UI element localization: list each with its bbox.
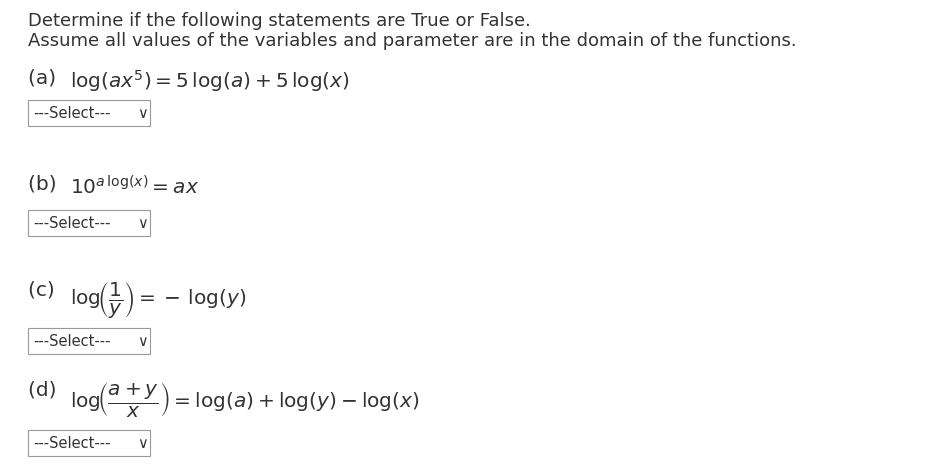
Text: (c): (c) [28,280,68,299]
Bar [28,210,150,236]
Text: ---Select---: ---Select--- [33,334,111,348]
Text: ---Select---: ---Select--- [33,436,111,450]
Text: ∨: ∨ [137,216,147,230]
Text: (d): (d) [28,380,69,399]
Text: ∨: ∨ [137,106,147,120]
Text: $\mathrm{log}\!\left(\dfrac{a+y}{x}\right) = \mathrm{log}(a) + \mathrm{log}(y) -: $\mathrm{log}\!\left(\dfrac{a+y}{x}\righ… [70,380,420,419]
Text: (a): (a) [28,68,69,87]
Text: Assume all values of the variables and parameter are in the domain of the functi: Assume all values of the variables and p… [28,32,797,50]
Text: $10^{a\,\mathrm{log}(x)} = ax$: $10^{a\,\mathrm{log}(x)} = ax$ [70,175,199,198]
Text: (b): (b) [28,175,70,194]
Bar [28,328,150,354]
Text: Determine if the following statements are True or False.: Determine if the following statements ar… [28,12,531,30]
Text: ---Select---: ---Select--- [33,216,111,230]
Text: ---Select---: ---Select--- [33,106,111,120]
Text: $\mathrm{log}(ax^5) = 5\,\mathrm{log}(a) + 5\,\mathrm{log}(x)$: $\mathrm{log}(ax^5) = 5\,\mathrm{log}(a)… [70,68,350,94]
Bar [28,430,150,456]
Text: ∨: ∨ [137,436,147,450]
Text: ∨: ∨ [137,334,147,348]
Text: $\mathrm{log}\!\left(\dfrac{1}{y}\right) = -\,\mathrm{log}(y)$: $\mathrm{log}\!\left(\dfrac{1}{y}\right)… [70,280,247,320]
Bar [28,100,150,126]
